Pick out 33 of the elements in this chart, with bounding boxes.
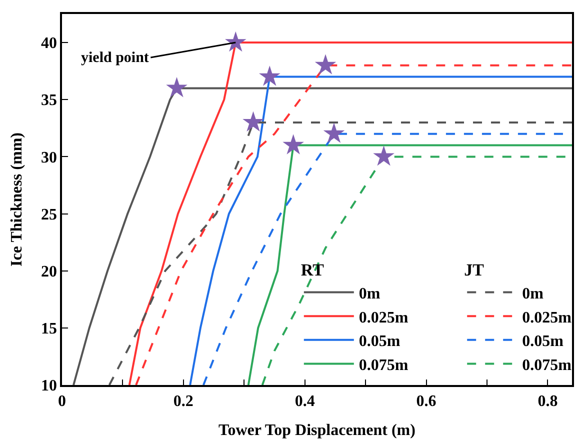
x-tick-label: 0.2	[173, 392, 194, 410]
x-tick-label: 0.6	[416, 392, 436, 410]
point	[323, 122, 345, 143]
y-tick-label: 30	[41, 149, 58, 166]
point	[373, 145, 394, 166]
annotation: yield point	[81, 50, 149, 66]
x-tick-label: 0	[58, 392, 66, 410]
legend-label: 0.05m	[358, 333, 401, 350]
legend-label: 0.075m	[358, 356, 409, 374]
y-tick-label: 15	[41, 320, 58, 338]
y-tick-label: 35	[41, 92, 58, 110]
y-axis-title: Ice Thickness (mm)	[8, 132, 26, 266]
legend-label: 0.025m	[358, 309, 409, 326]
legend-label: 0m	[522, 286, 544, 303]
annotation: RT	[300, 260, 325, 280]
y-tick-label: 20	[41, 263, 58, 280]
legend-label: 0.075m	[522, 356, 572, 374]
legend-label: 0m	[358, 286, 381, 303]
y-tick-label: 10	[41, 378, 58, 395]
legend-label: 0.05m	[522, 333, 564, 350]
point	[258, 66, 280, 86]
point	[166, 77, 188, 98]
x-axis-title: Tower Top Displacement (m)	[218, 422, 416, 440]
x-tick-label: 0.8	[538, 392, 558, 410]
annotation: JT	[464, 260, 485, 280]
legend-label: 0.025m	[522, 309, 572, 326]
y-tick-label: 25	[41, 206, 58, 224]
point	[224, 31, 246, 52]
point	[282, 134, 304, 154]
x-tick-label: 0.4	[294, 392, 315, 410]
y-tick-label: 40	[41, 35, 58, 52]
point	[314, 54, 336, 74]
point	[242, 111, 264, 132]
